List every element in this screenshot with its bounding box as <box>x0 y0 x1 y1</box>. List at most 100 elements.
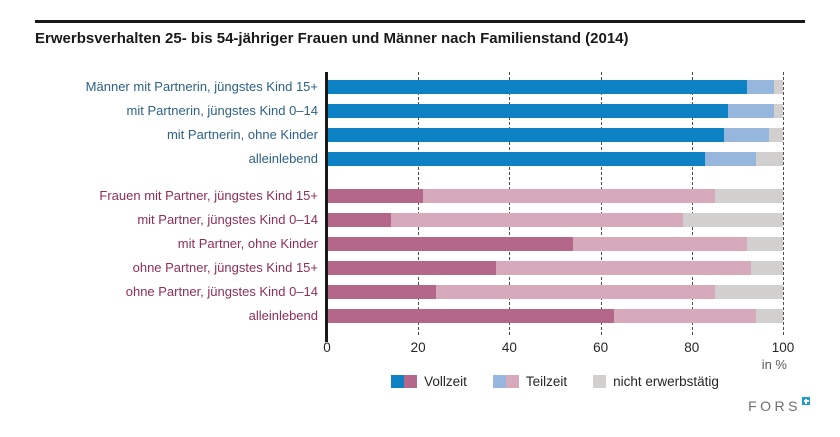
legend-swatch-color <box>505 375 519 388</box>
legend-swatch-color <box>391 375 405 388</box>
fors-logo-text: FORS <box>748 398 801 414</box>
legend-swatch <box>593 375 607 388</box>
bar-segment-nicht-erwerbstaetig <box>769 128 783 142</box>
bar-segment-vollzeit <box>327 261 496 275</box>
x-tick-label: 40 <box>501 340 517 355</box>
bar-track <box>327 104 783 118</box>
bar-segment-teilzeit <box>728 104 774 118</box>
bar-segment-teilzeit <box>573 237 747 251</box>
zero-axis-line <box>325 72 328 342</box>
row-label: alleinlebend <box>248 308 318 324</box>
legend-item: Teilzeit <box>492 374 568 389</box>
bar-track <box>327 213 783 227</box>
bar-track <box>327 285 783 299</box>
row-label: ohne Partner, jüngstes Kind 15+ <box>132 260 318 276</box>
plot-area: Männer mit Partnerin, jüngstes Kind 15+ m… <box>35 72 805 342</box>
bar-row: ohne Partner, jüngstes Kind 0–14 <box>35 280 805 304</box>
legend-swatch-color <box>593 375 607 388</box>
legend-item: Vollzeit <box>391 374 467 389</box>
bar-segment-nicht-erwerbstaetig <box>773 104 783 118</box>
plot-rows: Männer mit Partnerin, jüngstes Kind 15+ m… <box>35 75 805 328</box>
bar-track <box>327 261 783 275</box>
bar-segment-teilzeit <box>746 80 774 94</box>
x-axis: in % 0 20 40 60 80 100 <box>323 340 794 372</box>
legend-item: nicht erwerbstätig <box>593 374 719 389</box>
bar-group-maenner: Männer mit Partnerin, jüngstes Kind 15+ m… <box>35 75 805 171</box>
bar-track <box>327 309 783 323</box>
legend-label: Vollzeit <box>424 374 467 389</box>
bar-row: mit Partner, ohne Kinder <box>35 232 805 256</box>
bar-row: mit Partnerin, jüngstes Kind 0–14 <box>35 99 805 123</box>
bar-segment-nicht-erwerbstaetig <box>755 152 783 166</box>
bar-track <box>327 152 783 166</box>
bar-segment-teilzeit <box>422 189 715 203</box>
x-tick-label: 0 <box>323 340 331 355</box>
gridline <box>691 72 693 335</box>
bar-track <box>327 237 783 251</box>
gridline <box>418 72 420 335</box>
x-tick-label: 20 <box>410 340 426 355</box>
bar-segment-vollzeit <box>327 237 574 251</box>
bar-segment-vollzeit <box>327 309 615 323</box>
row-label: mit Partnerin, ohne Kinder <box>166 127 318 143</box>
bar-track <box>327 128 783 142</box>
legend: Vollzeit Teilzeit nicht erwerbstätig <box>327 374 783 389</box>
bar-row: ohne Partner, jüngstes Kind 15+ <box>35 256 805 280</box>
bar-row: mit Partner, jüngstes Kind 0–14 <box>35 208 805 232</box>
bar-segment-vollzeit <box>327 128 724 142</box>
fors-logo-mark-icon <box>802 397 810 405</box>
bar-row: alleinlebend <box>35 304 805 328</box>
gridline <box>783 72 784 335</box>
bar-segment-teilzeit <box>614 309 756 323</box>
legend-swatch-color <box>492 375 506 388</box>
title-rule <box>35 20 805 23</box>
row-label: alleinlebend <box>248 151 318 167</box>
grid-layer-over <box>325 72 784 342</box>
legend-swatch <box>391 375 418 388</box>
row-label: Frauen mit Partner, jüngstes Kind 15+ <box>99 188 318 204</box>
bar-segment-vollzeit <box>327 285 437 299</box>
x-tick-label: 80 <box>684 340 700 355</box>
x-tick-label: 60 <box>593 340 609 355</box>
bar-segment-nicht-erwerbstaetig <box>773 80 783 94</box>
bar-track <box>327 189 783 203</box>
bar-segment-teilzeit <box>705 152 756 166</box>
bar-segment-nicht-erwerbstaetig <box>755 309 783 323</box>
bar-segment-teilzeit <box>723 128 770 142</box>
bar-segment-nicht-erwerbstaetig <box>746 237 783 251</box>
bar-segment-vollzeit <box>327 152 706 166</box>
legend-label: nicht erwerbstätig <box>613 374 719 389</box>
legend-swatch-color <box>404 375 418 388</box>
bar-segment-nicht-erwerbstaetig <box>682 213 783 227</box>
bar-segment-nicht-erwerbstaetig <box>714 285 783 299</box>
legend-swatch <box>492 375 519 388</box>
row-label: Männer mit Partnerin, jüngstes Kind 15+ <box>85 79 318 95</box>
row-label: mit Partnerin, jüngstes Kind 0–14 <box>126 103 319 119</box>
bar-row: Frauen mit Partner, jüngstes Kind 15+ <box>35 184 805 208</box>
bar-row: alleinlebend <box>35 147 805 171</box>
gridline <box>509 72 511 335</box>
bar-row: mit Partnerin, ohne Kinder <box>35 123 805 147</box>
row-label: mit Partner, ohne Kinder <box>177 236 318 252</box>
bar-track <box>327 80 783 94</box>
bar-row: Männer mit Partnerin, jüngstes Kind 15+ <box>35 75 805 99</box>
bar-segment-nicht-erwerbstaetig <box>714 189 783 203</box>
row-label: ohne Partner, jüngstes Kind 0–14 <box>125 284 318 300</box>
bar-segment-vollzeit <box>327 213 391 227</box>
bar-segment-teilzeit <box>390 213 683 227</box>
bar-segment-nicht-erwerbstaetig <box>751 261 783 275</box>
bar-segment-vollzeit <box>327 189 423 203</box>
bar-segment-teilzeit <box>495 261 752 275</box>
bar-group-frauen: Frauen mit Partner, jüngstes Kind 15+ mit… <box>35 184 805 328</box>
x-axis-unit-label: in % <box>761 357 787 372</box>
grid-layer-under <box>327 72 783 335</box>
legend-label: Teilzeit <box>525 374 568 389</box>
row-label: mit Partner, jüngstes Kind 0–14 <box>137 212 318 228</box>
chart-title: Erwerbsverhalten 25- bis 54-jähriger Fra… <box>35 30 629 47</box>
gridline <box>600 72 602 335</box>
fors-logo: FORS <box>748 397 810 414</box>
x-tick-label: 100 <box>771 340 795 355</box>
bar-segment-vollzeit <box>327 80 747 94</box>
bar-segment-vollzeit <box>327 104 729 118</box>
